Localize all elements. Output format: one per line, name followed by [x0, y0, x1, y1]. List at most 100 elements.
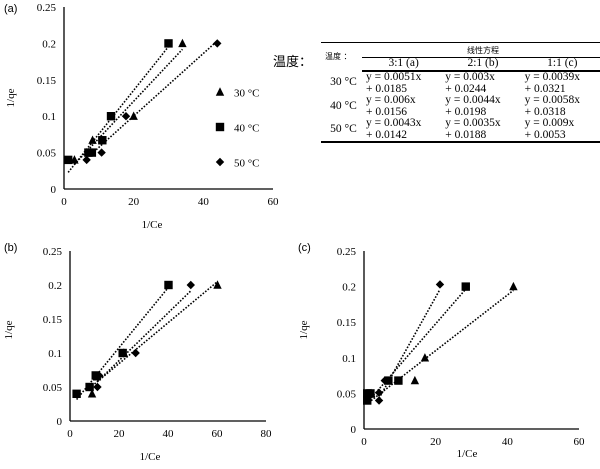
x-tick-label: 40	[198, 196, 210, 208]
table-row: 40 °C y = 0.006x y = 0.0044x y = 0.0058x	[321, 94, 600, 111]
equation-cell: y = 0.0043x	[365, 117, 422, 129]
row-label: 40 °C	[330, 99, 357, 112]
x-axis-label: 1/Ce	[142, 219, 163, 231]
chart-panel-0: (a) 0 0.05 0.1 0.15 0.2 0.25 0 20 40 60 1/Ce 1/qe 30 …	[4, 2, 279, 231]
data-point-diamond	[213, 39, 222, 48]
data-point-triangle	[509, 281, 518, 291]
x-tick-label: 20	[128, 196, 140, 208]
y-tick-label: 0.15	[337, 317, 357, 329]
y-tick-label: 0.15	[37, 75, 57, 87]
data-point-diamond	[93, 382, 102, 392]
data-point-diamond	[374, 388, 384, 397]
data-point-square	[363, 396, 372, 405]
y-tick-label: 0.25	[43, 246, 63, 258]
column-header: 3:1 (a)	[361, 57, 442, 72]
data-point-square	[106, 112, 116, 121]
column-header: 2:1 (b)	[441, 57, 521, 72]
x-tick-label: 0	[67, 428, 73, 440]
y-tick-label: 0.2	[342, 282, 356, 294]
temperature-label: 温度：	[273, 55, 313, 70]
y-tick-label: 0.25	[37, 2, 57, 14]
y-tick-label: 0.25	[337, 246, 357, 258]
trendline-square	[75, 286, 170, 400]
y-tick-label: 0.1	[48, 348, 62, 360]
y-axis-label: 1/qe	[298, 320, 310, 339]
x-tick-label: 0	[361, 436, 367, 448]
trendline-triangle	[73, 48, 184, 165]
chart-panel-1: (b) 0 0.05 0.1 0.15 0.2 0.25 0 20 40 60 80 1/Ce 1/qe	[3, 242, 272, 463]
equation-cell: y = 0.0044x	[445, 94, 501, 106]
equation-cell: y = 0.003x	[445, 71, 495, 83]
x-tick-label: 60	[212, 428, 224, 440]
y-tick-label: 0.1	[42, 111, 56, 123]
data-point-square	[85, 382, 94, 392]
data-point-square	[164, 39, 173, 48]
legend-marker-triangle	[215, 87, 225, 96]
data-point-diamond	[121, 112, 131, 121]
data-point-square	[98, 136, 107, 145]
equation-cell: y = 0.009x	[524, 117, 575, 129]
equation-cell: y = 0.0035x	[445, 117, 501, 129]
data-point-triangle	[213, 280, 222, 289]
equation-cell: + 0.0244	[445, 82, 487, 95]
x-tick-label: 60	[574, 436, 586, 448]
table-group-header: 线性方程	[361, 42, 600, 58]
equation-cell: + 0.0156	[365, 105, 407, 118]
equation-cell: + 0.0185	[365, 82, 407, 95]
data-point-square	[63, 155, 73, 165]
x-tick-label: 60	[268, 196, 280, 208]
data-point-triangle	[87, 389, 97, 398]
data-point-diamond	[374, 396, 384, 405]
y-tick-label: 0	[351, 424, 357, 436]
table-corner-label: 温度 ：	[321, 42, 362, 71]
row-label: 30 °C	[330, 76, 357, 89]
trendline-diamond	[96, 290, 192, 383]
y-tick-label: 0.1	[342, 353, 356, 365]
data-point-triangle	[420, 353, 430, 362]
trendline-triangle	[91, 280, 219, 387]
data-point-diamond	[82, 155, 91, 165]
equation-cell: y = 0.006x	[365, 94, 416, 106]
data-point-square	[72, 389, 81, 398]
data-point-diamond	[131, 348, 140, 358]
linear-equation-table: 温度 ： 线性方程 3:1 (a) 2:1 (b) 1:1 (c) 30 °C …	[321, 42, 600, 143]
data-point-square	[118, 348, 127, 358]
panel-label: (b)	[4, 242, 17, 254]
data-point-triangle	[178, 38, 187, 48]
y-tick-label: 0.05	[43, 382, 63, 394]
y-tick-label: 0.15	[43, 314, 63, 326]
equation-cell: + 0.0142	[361, 129, 442, 143]
x-tick-label: 20	[114, 428, 126, 440]
legend-entry: 40 °C	[234, 123, 260, 135]
trendline-square	[366, 288, 467, 404]
equation-cell: + 0.0188	[441, 129, 521, 143]
table-row: 50 °C y = 0.0043x y = 0.0035x y = 0.009x	[321, 117, 600, 143]
x-tick-label: 20	[430, 436, 442, 448]
data-point-triangle	[88, 135, 97, 144]
y-tick-label: 0.05	[337, 388, 357, 400]
x-tick-label: 40	[502, 436, 514, 448]
data-point-square	[366, 389, 375, 398]
data-point-triangle	[129, 111, 138, 120]
trendline-square	[67, 46, 170, 173]
equation-cell: y = 0.0051x	[365, 71, 422, 83]
row-label: 50 °C	[321, 118, 362, 143]
y-tick-label: 0.2	[42, 38, 56, 50]
y-axis-label: 1/qe	[3, 320, 15, 339]
data-point-triangle	[410, 375, 420, 385]
equation-cell: y = 0.0058x	[524, 94, 581, 106]
y-axis-label: 1/qe	[5, 88, 17, 107]
data-point-square	[461, 282, 470, 291]
x-axis-label: 1/Ce	[140, 451, 161, 463]
equation-cell: + 0.0053	[520, 129, 600, 143]
data-point-diamond	[435, 280, 445, 289]
legend-entry: 50 °C	[234, 158, 260, 170]
equation-cell: + 0.0321	[524, 82, 566, 95]
legend-marker-square	[215, 122, 225, 132]
data-point-square	[394, 376, 403, 385]
y-tick-label: 0	[57, 416, 63, 428]
y-tick-label: 0.05	[37, 148, 57, 160]
x-tick-label: 0	[61, 196, 67, 208]
